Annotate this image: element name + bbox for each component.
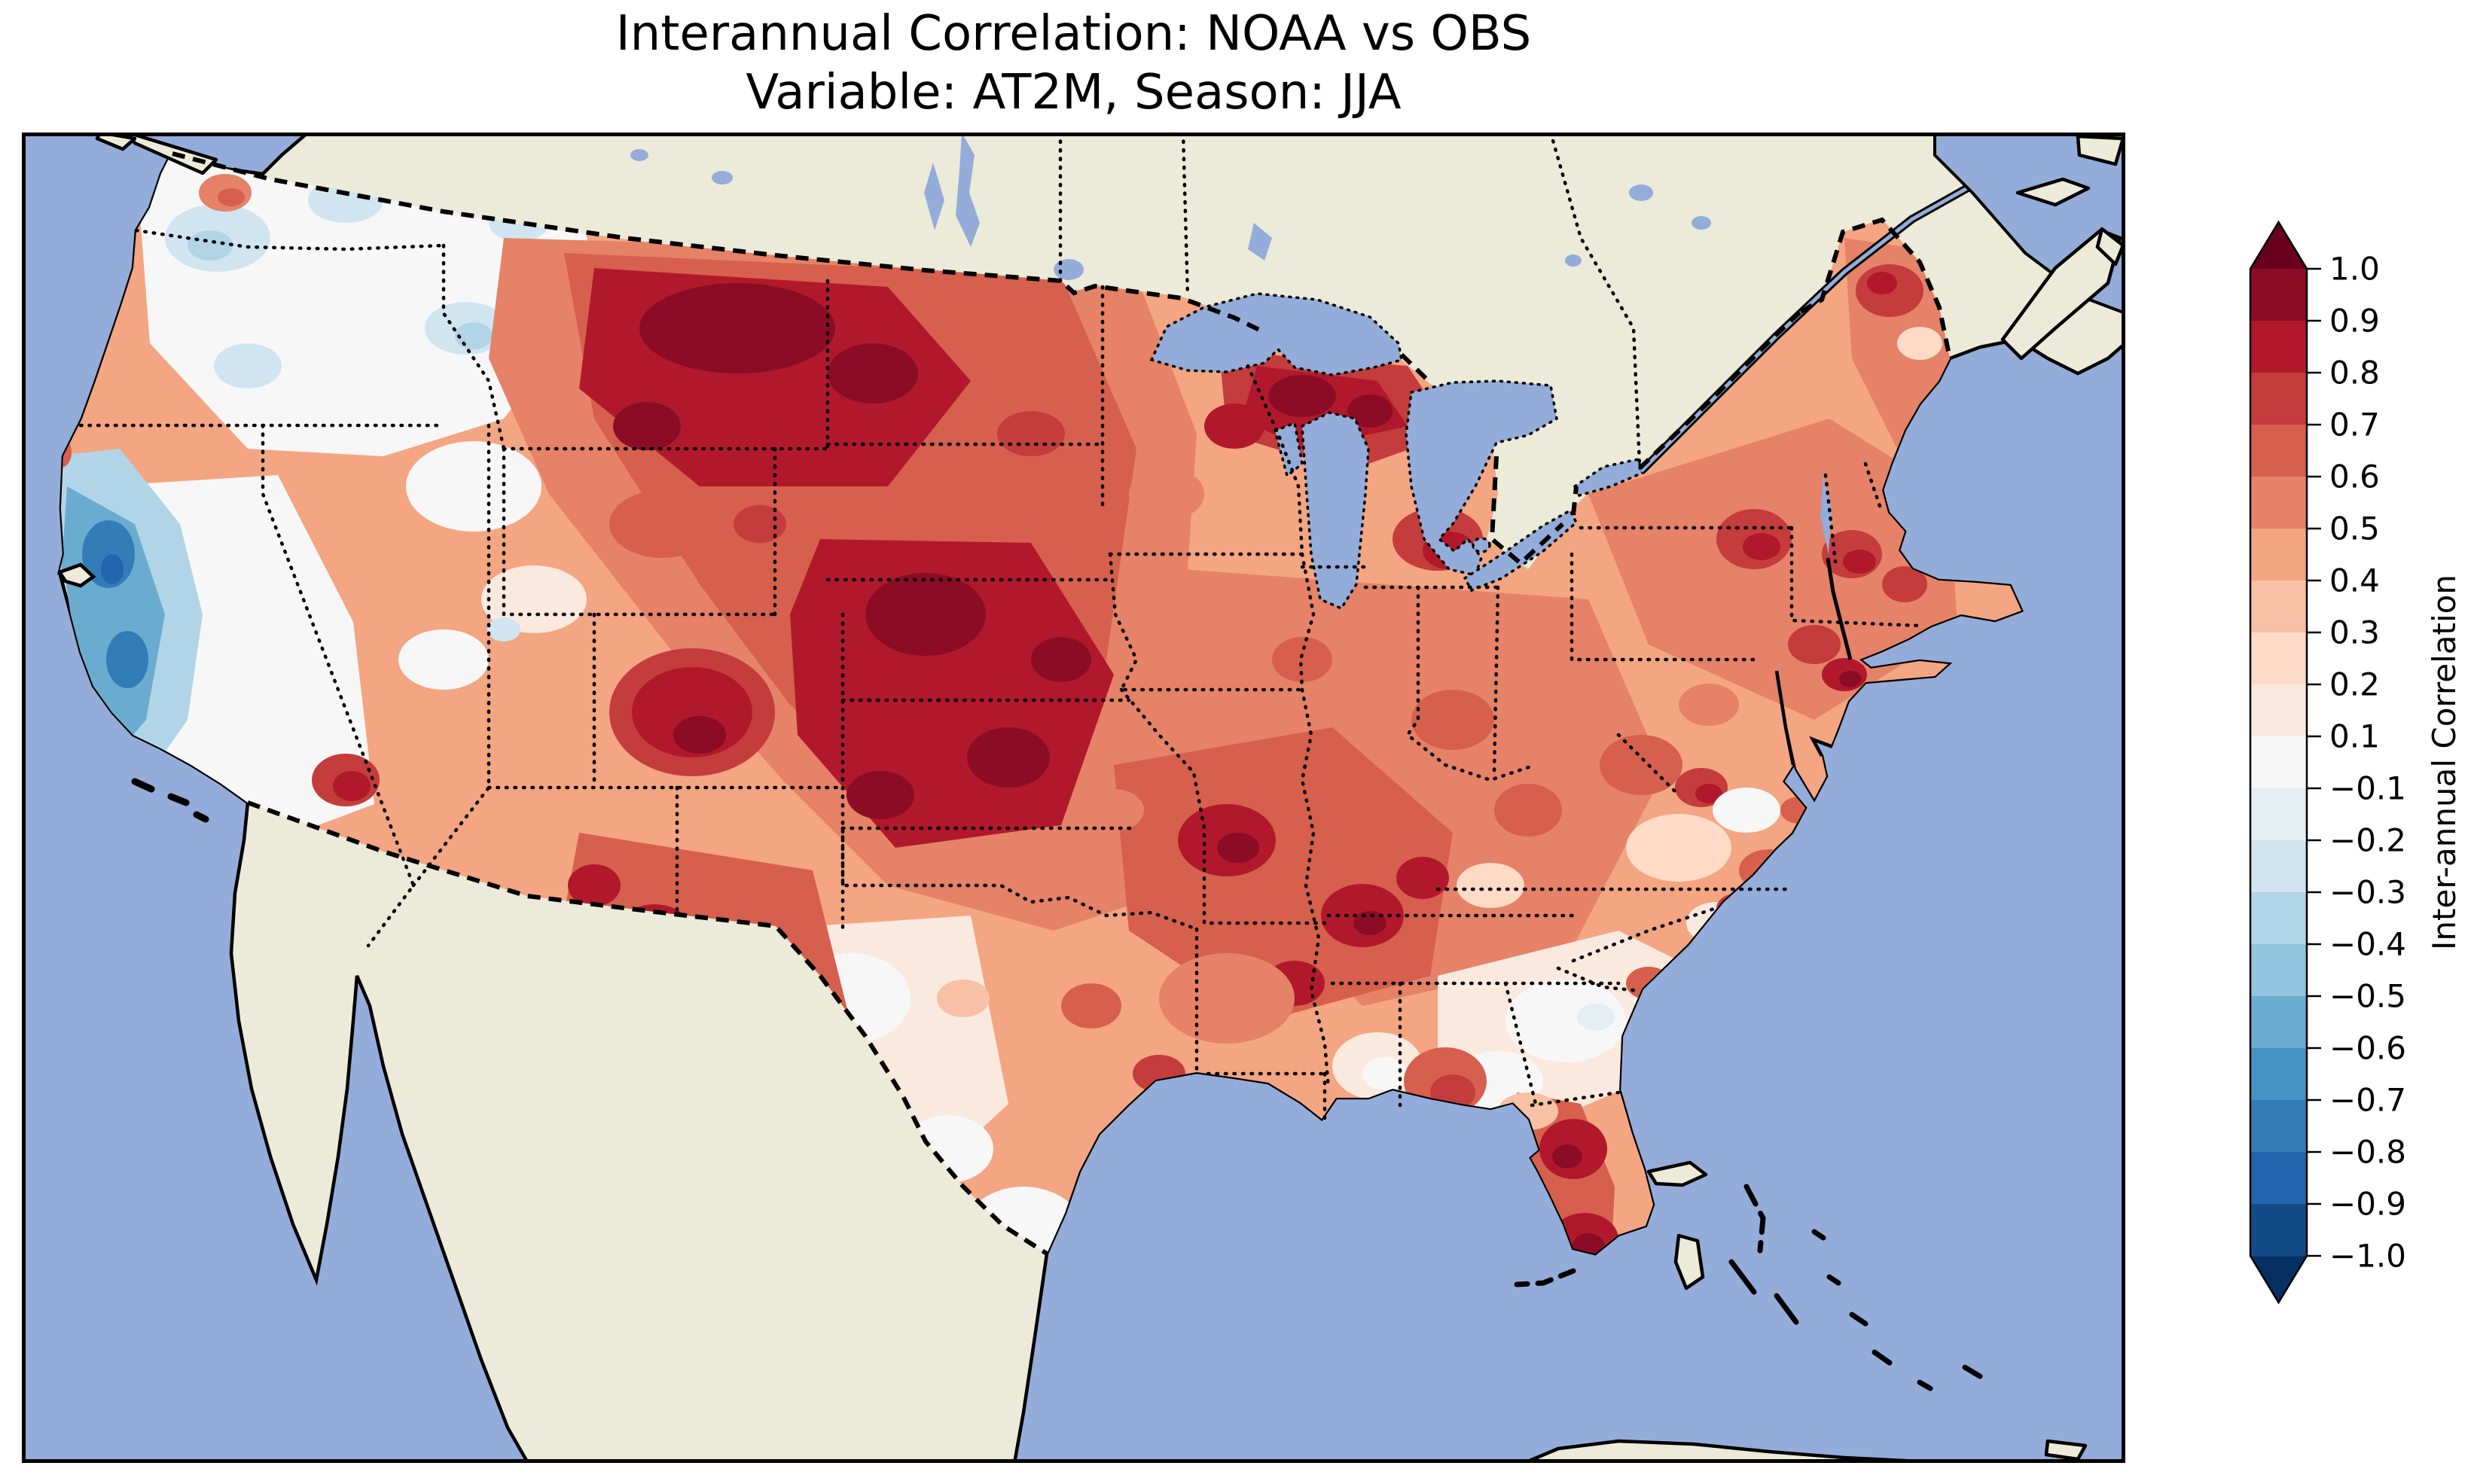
colorbar-band — [2250, 269, 2307, 321]
colorbar-band — [2250, 1048, 2307, 1101]
colorbar-band — [2250, 373, 2307, 425]
colorbar-band — [2250, 632, 2307, 685]
colorbar-tick-label: −0.7 — [2329, 1082, 2406, 1119]
colorbar-tick-label: −0.2 — [2329, 822, 2406, 859]
lake-erie — [1463, 508, 1579, 593]
lake-michigan — [1301, 411, 1370, 611]
colorbar-tick-label: 0.2 — [2329, 666, 2380, 703]
colorbar-band — [2250, 425, 2307, 477]
cape-breton — [2095, 227, 2125, 267]
lake-ontario — [1573, 457, 1645, 498]
colorbar-tick-label: 0.4 — [2329, 562, 2380, 599]
colorbar-tick-label: −0.1 — [2329, 770, 2406, 807]
channel-islands — [131, 778, 209, 823]
colorbar-band — [2250, 580, 2307, 633]
colorbar-tick-label: 0.1 — [2329, 718, 2380, 755]
islands — [95, 133, 2125, 1463]
florida-keys — [1514, 1268, 1576, 1287]
colorbar-band — [2250, 996, 2307, 1049]
island-chains — [131, 778, 1983, 1391]
colorbar-tick-label: −0.6 — [2329, 1030, 2406, 1067]
bahamas-grand — [1646, 1160, 1708, 1187]
country-borders — [172, 151, 1952, 1256]
state-borders — [78, 133, 1922, 1121]
vancouver-island-2 — [95, 133, 137, 151]
colorbar-extend-over — [2250, 222, 2307, 269]
canada-lakes — [630, 133, 1832, 554]
newfoundland-corner — [2076, 134, 2125, 166]
colorbar-tick-label: −0.4 — [2329, 926, 2406, 963]
colorbar-band — [2250, 736, 2307, 789]
lake-huron — [1405, 379, 1558, 577]
green-bay — [1273, 421, 1304, 479]
colorbar-band — [2250, 788, 2307, 841]
coastline — [58, 562, 1832, 766]
colorbar-tick-label: −0.5 — [2329, 978, 2406, 1015]
colorbar-tick-label: 0.5 — [2329, 510, 2380, 547]
colorbar-band — [2250, 840, 2307, 893]
colorbar-band — [2250, 477, 2307, 529]
colorbar-tick-label: 0.9 — [2329, 303, 2380, 340]
colorbar-band — [2250, 1100, 2307, 1153]
colorbar-tick-label: 1.0 — [2329, 251, 2380, 288]
colorbar-band — [2250, 1204, 2307, 1257]
colorbar-tick-label: 0.8 — [2329, 355, 2380, 392]
us-canada-border — [172, 151, 1262, 333]
prince-edward-island — [2015, 177, 2091, 207]
colorbar-tick-label: 0.7 — [2329, 407, 2380, 443]
maine-border — [1799, 217, 1952, 359]
figure-title: Interannual Correlation: NOAA vs OBS Var… — [22, 5, 2125, 122]
map-frame — [22, 133, 2125, 1463]
great-inagua — [2044, 1439, 2088, 1461]
lake-superior — [1149, 292, 1404, 376]
colorbar-band — [2250, 1152, 2307, 1205]
colorbar-axis-label: Inter-annual Correlation — [2426, 574, 2463, 950]
colorbar-tick-label: −1.0 — [2329, 1238, 2406, 1275]
title-line-2: Variable: AT2M, Season: JJA — [746, 65, 1402, 121]
us-mexico-border — [246, 800, 1048, 1256]
colorbar-band — [2250, 892, 2307, 945]
colorbar-tick-label: 0.6 — [2329, 459, 2380, 495]
lake-champlain — [1820, 475, 1832, 554]
colorbar: 1.0 0.9 0.8 0.7 0.6 0.5 0.4 0.3 0.2 0.1 −0.1 −0.2 −0… — [2249, 220, 2463, 1305]
title-line-1: Interannual Correlation: NOAA vs OBS — [615, 6, 1532, 62]
colorbar-tick-label: −0.3 — [2329, 874, 2406, 911]
colorbar-tick-label: −0.8 — [2329, 1134, 2406, 1171]
lake-st-clair — [1472, 537, 1491, 553]
bahamas-andros — [1673, 1233, 1705, 1291]
us-correlation-map — [22, 133, 2125, 1463]
colorbar-band — [2250, 944, 2307, 997]
great-lakes — [1149, 292, 1645, 611]
colorbar-band — [2250, 321, 2307, 373]
colorbar-tick-label: −0.9 — [2329, 1186, 2406, 1223]
colorbar-extend-under — [2250, 1256, 2307, 1303]
colorbar-tick-label: 0.3 — [2329, 614, 2380, 651]
colorbar-band — [2250, 684, 2307, 737]
colorbar-band — [2250, 529, 2307, 581]
